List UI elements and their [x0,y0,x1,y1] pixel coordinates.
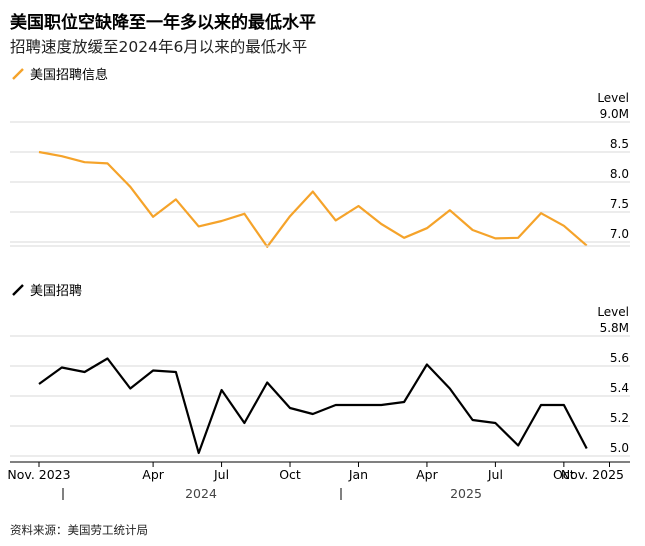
x-tick-label: Jul [487,467,503,482]
x-tick-label: Jan [348,467,368,482]
hires-y-tick-label: 5.4 [610,381,629,395]
x-tick-label: Nov. 2025 [561,467,624,482]
openings-y-tick-label: 8.0 [610,167,629,181]
openings-y-tick-label: 7.0 [610,227,629,241]
legend-job-openings: 美国招聘信息 [12,64,108,83]
x-tick-label: Apr [142,467,164,482]
chart-title: 美国职位空缺降至一年多以来的最低水平 [10,13,316,33]
hires-y-tick-label: 5.0 [610,441,629,455]
x-tick-label: Jul [213,467,229,482]
source-note: 资料来源：美国劳工统计局 [10,523,148,537]
year-label: 2024 [185,486,217,501]
legend-orange-line-icon [12,67,24,80]
legend-label-job-openings: 美国招聘信息 [30,68,109,83]
openings-y-tick-label: 8.5 [610,137,629,151]
hires-unit-label: Level [597,305,629,319]
year-label: 2025 [450,486,482,501]
hires-y-tick-label: 5.8M [600,321,629,335]
hires-series-line [38,357,588,455]
x-tick-label: Oct [553,467,575,482]
legend-label-hires: 美国招聘 [30,284,83,299]
openings-series-line [38,150,588,248]
x-tick-label: Apr [416,467,438,482]
legend-hires: 美国招聘 [12,280,82,299]
hires-y-tick-label: 5.6 [610,351,629,365]
x-tick-label: Oct [279,467,301,482]
chart-subtitle: 招聘速度放缓至2024年6月以来的最低水平 [10,38,308,56]
openings-unit-label: Level [597,91,629,105]
legend-black-line-icon [12,283,24,296]
x-tick-label: Nov. 2023 [7,467,70,482]
openings-y-tick-label: 7.5 [610,197,629,211]
openings-y-tick-label: 9.0M [600,107,629,121]
hires-y-tick-label: 5.2 [610,411,629,425]
